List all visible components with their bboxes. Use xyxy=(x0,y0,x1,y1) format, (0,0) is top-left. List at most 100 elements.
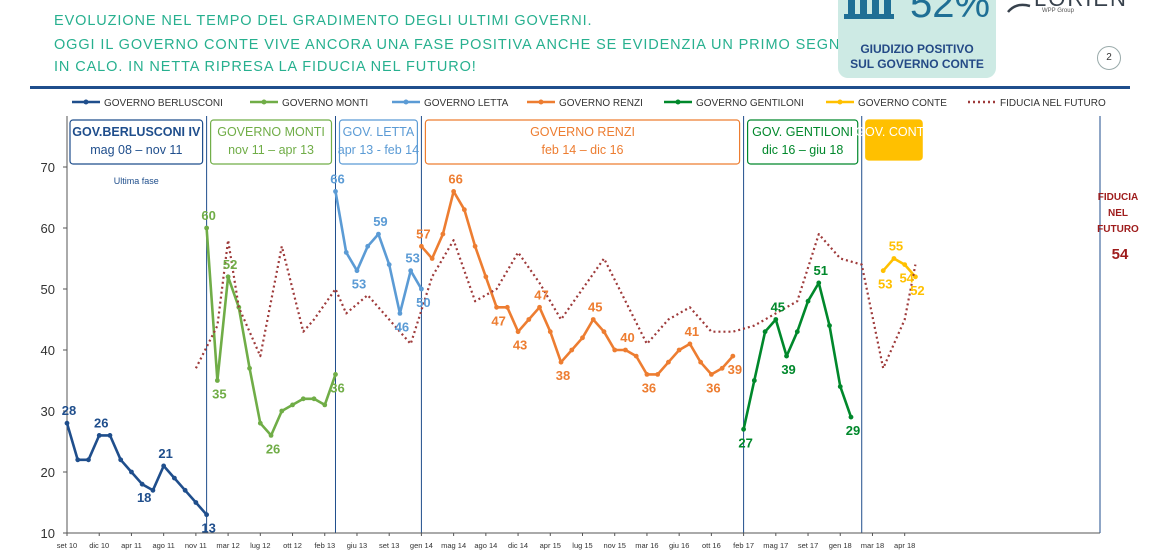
period-box xyxy=(424,119,741,165)
x-tick-label: set 17 xyxy=(798,541,818,550)
y-tick-label: 60 xyxy=(41,221,55,236)
data-label-governo-renzi: 36 xyxy=(642,380,656,395)
data-point-governo-renzi xyxy=(504,304,510,310)
x-tick-label: mar 12 xyxy=(216,541,239,550)
data-point-governo-gentiloni xyxy=(762,329,768,335)
x-tick-label: ott 12 xyxy=(283,541,302,550)
data-point-governo-berlusconi xyxy=(171,475,177,481)
data-point-governo-renzi xyxy=(515,329,521,335)
x-tick-label: mag 14 xyxy=(441,541,466,550)
data-point-governo-renzi xyxy=(580,335,585,341)
data-point-governo-renzi xyxy=(461,207,467,213)
series-line-governo-berlusconi xyxy=(65,422,208,516)
chart-data-labels: 28 26 18 21 13 60 35 52 26 36 66 53 59 46 53 50 57 66 47 43… xyxy=(62,171,1139,535)
headline-line-2: OGGI IL GOVERNO CONTE VIVE ANCORA UNA FA… xyxy=(54,37,871,53)
data-label-governo-letta: 53 xyxy=(405,251,419,266)
y-tick-label: 40 xyxy=(41,343,55,358)
data-point-governo-gentiloni xyxy=(784,353,789,359)
data-point-governo-renzi xyxy=(526,317,532,322)
data-point-governo-conte xyxy=(880,268,886,274)
x-tick-label: set 10 xyxy=(57,541,77,550)
legend-label-5: GOVERNO CONTE xyxy=(858,98,947,109)
period-box xyxy=(865,119,923,161)
x-tick-label: mar 18 xyxy=(861,541,884,550)
data-point-governo-renzi xyxy=(633,353,639,359)
data-point-governo-berlusconi xyxy=(193,500,199,505)
period-box xyxy=(210,119,333,165)
x-tick-label: feb 13 xyxy=(314,541,335,550)
data-point-governo-monti xyxy=(225,274,231,280)
data-point-governo-letta xyxy=(354,268,360,274)
series-line-fiducia-nel-futuro xyxy=(194,233,917,370)
y-tick-label: 50 xyxy=(41,282,55,297)
data-point-governo-monti xyxy=(279,408,285,414)
legend-label-1: GOVERNO MONTI xyxy=(282,98,368,109)
data-point-governo-berlusconi xyxy=(129,469,134,475)
data-label-governo-renzi: 47 xyxy=(534,287,548,302)
data-label-governo-letta: 46 xyxy=(395,319,409,334)
x-tick-label: mar 16 xyxy=(635,541,658,550)
data-point-governo-gentiloni xyxy=(816,280,822,286)
data-point-governo-renzi xyxy=(708,372,714,377)
data-point-governo-renzi xyxy=(719,365,725,371)
x-tick-label: lug 12 xyxy=(250,541,270,550)
data-label-governo-renzi: 47 xyxy=(491,313,505,328)
data-label-governo-letta: 53 xyxy=(352,277,366,292)
logo-subtitle: WPP Group xyxy=(1042,8,1074,14)
data-point-governo-gentiloni xyxy=(837,384,843,389)
data-point-governo-letta xyxy=(408,268,414,274)
legend-marker-3 xyxy=(538,99,544,105)
x-tick-label: set 13 xyxy=(379,541,399,550)
y-tick-label: 20 xyxy=(41,465,55,480)
data-point-governo-monti xyxy=(333,372,338,377)
data-label-governo-conte: 52 xyxy=(910,283,924,298)
data-label-governo-letta: 66 xyxy=(330,171,344,186)
data-point-governo-renzi xyxy=(569,347,575,353)
data-point-governo-berlusconi xyxy=(107,433,113,438)
data-label-governo-berlusconi: 18 xyxy=(137,490,151,505)
x-tick-label: nov 15 xyxy=(603,541,626,550)
page-number: 2 xyxy=(1097,46,1121,70)
data-point-governo-berlusconi xyxy=(96,433,102,438)
data-point-governo-berlusconi xyxy=(75,457,81,463)
data-point-governo-renzi xyxy=(730,353,736,359)
data-point-governo-renzi xyxy=(547,329,553,335)
data-label-governo-renzi: 40 xyxy=(620,330,634,345)
data-label-governo-gentiloni: 51 xyxy=(814,263,828,278)
data-point-governo-renzi xyxy=(644,372,650,377)
data-point-governo-berlusconi xyxy=(139,481,145,487)
data-point-governo-conte xyxy=(902,262,908,267)
chart-series xyxy=(64,189,918,518)
chart-legend: GOVERNO BERLUSCONI GOVERNO MONTI GOVERNO L… xyxy=(72,98,1106,109)
data-label-governo-letta: 59 xyxy=(373,214,387,229)
legend-label-2: GOVERNO LETTA xyxy=(424,98,509,109)
data-point-governo-renzi xyxy=(451,189,457,194)
x-tick-label: ago 14 xyxy=(474,541,497,550)
series-line-governo-conte xyxy=(882,257,917,278)
data-label-governo-renzi: 57 xyxy=(416,226,430,241)
kpi-label: GIUDIZIO POSITIVO SUL GOVERNO CONTE xyxy=(838,42,996,72)
period-box xyxy=(69,119,204,165)
period-name: GOVERNO RENZI xyxy=(530,125,635,139)
data-point-governo-renzi xyxy=(612,347,618,353)
data-point-governo-letta xyxy=(397,311,403,316)
data-point-governo-renzi xyxy=(419,243,424,249)
data-point-governo-berlusconi xyxy=(161,463,167,469)
data-point-governo-gentiloni xyxy=(805,298,811,304)
data-point-governo-letta xyxy=(343,250,349,255)
fiducia-end-value: 54 xyxy=(1112,246,1129,263)
period-dates: apr 13 - feb 14 xyxy=(338,143,419,157)
data-label-governo-conte: 54 xyxy=(899,271,914,286)
header-divider xyxy=(30,86,1130,89)
x-tick-label: ott 16 xyxy=(702,541,721,550)
kpi-value: 52% xyxy=(910,0,991,26)
logo: LORIEN xyxy=(1034,0,1128,12)
x-tick-label: gen 18 xyxy=(829,541,852,550)
data-label-governo-renzi: 41 xyxy=(685,324,699,339)
data-label-governo-renzi: 45 xyxy=(588,300,602,315)
data-point-governo-renzi xyxy=(698,359,704,365)
kpi-card: 52% GIUDIZIO POSITIVO SUL GOVERNO CONTE xyxy=(838,0,996,78)
data-label-governo-monti: 26 xyxy=(266,441,280,456)
data-point-governo-gentiloni xyxy=(773,317,779,322)
